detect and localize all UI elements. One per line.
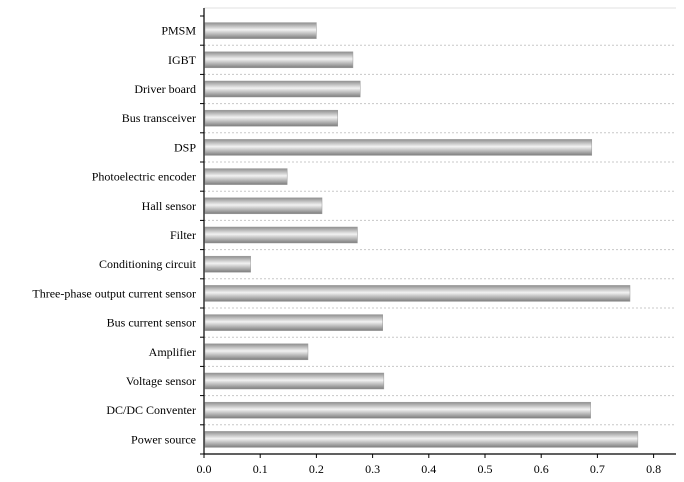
bars [204, 22, 639, 448]
category-label: Hall sensor [142, 199, 196, 213]
category-label: DSP [174, 140, 196, 154]
x-tick-label: 0.6 [534, 462, 549, 476]
bar-amplifier [204, 343, 309, 361]
axes [200, 8, 676, 458]
x-tick-label: 0.4 [421, 462, 436, 476]
x-tick-label: 0.0 [197, 462, 212, 476]
category-label: Filter [170, 228, 196, 242]
bar-three-phase-output-current-sensor [204, 285, 631, 302]
category-label: Photoelectric encoder [92, 170, 196, 184]
category-label: Amplifier [149, 345, 196, 359]
bar-voltage-sensor [204, 372, 385, 390]
x-tick-label: 0.5 [478, 462, 493, 476]
bar-hall-sensor [204, 197, 323, 215]
bar-power-source [204, 431, 639, 448]
bar-conditioning-circuit [204, 255, 251, 273]
category-label: Driver board [134, 82, 196, 96]
category-label: Conditioning circuit [99, 257, 197, 271]
category-label: Bus transceiver [122, 111, 196, 125]
x-tick-label: 0.8 [646, 462, 661, 476]
bar-filter [204, 226, 358, 244]
bar-dc-dc-conventer [204, 401, 591, 419]
bar-driver-board [204, 80, 361, 98]
category-label: IGBT [168, 53, 197, 67]
bar-dsp [204, 139, 593, 156]
x-tick-label: 0.2 [309, 462, 324, 476]
category-label: Voltage sensor [126, 374, 196, 388]
category-labels: PMSM IGBT Driver board Bus transceiver DSP Ph… [32, 24, 196, 447]
category-label: PMSM [161, 24, 196, 38]
bar-bus-transceiver [204, 109, 339, 127]
category-label: Three-phase output current sensor [32, 286, 196, 300]
tick-labels: 0.0 0.1 0.2 0.3 0.4 0.5 0.6 0.7 0.8 [197, 462, 662, 476]
category-label: Bus current sensor [107, 316, 196, 330]
x-tick-label: 0.1 [253, 462, 268, 476]
category-label: DC/DC Conventer [106, 403, 196, 417]
bar-pmsm [204, 22, 317, 39]
category-label: Power source [131, 432, 196, 446]
bar-igbt [204, 51, 354, 69]
gridlines [204, 7, 676, 426]
x-tick-label: 0.7 [590, 462, 605, 476]
bar-photoelectric-encoder [204, 168, 288, 185]
x-tick-label: 0.3 [365, 462, 380, 476]
bar-bus-current-sensor [204, 314, 383, 331]
